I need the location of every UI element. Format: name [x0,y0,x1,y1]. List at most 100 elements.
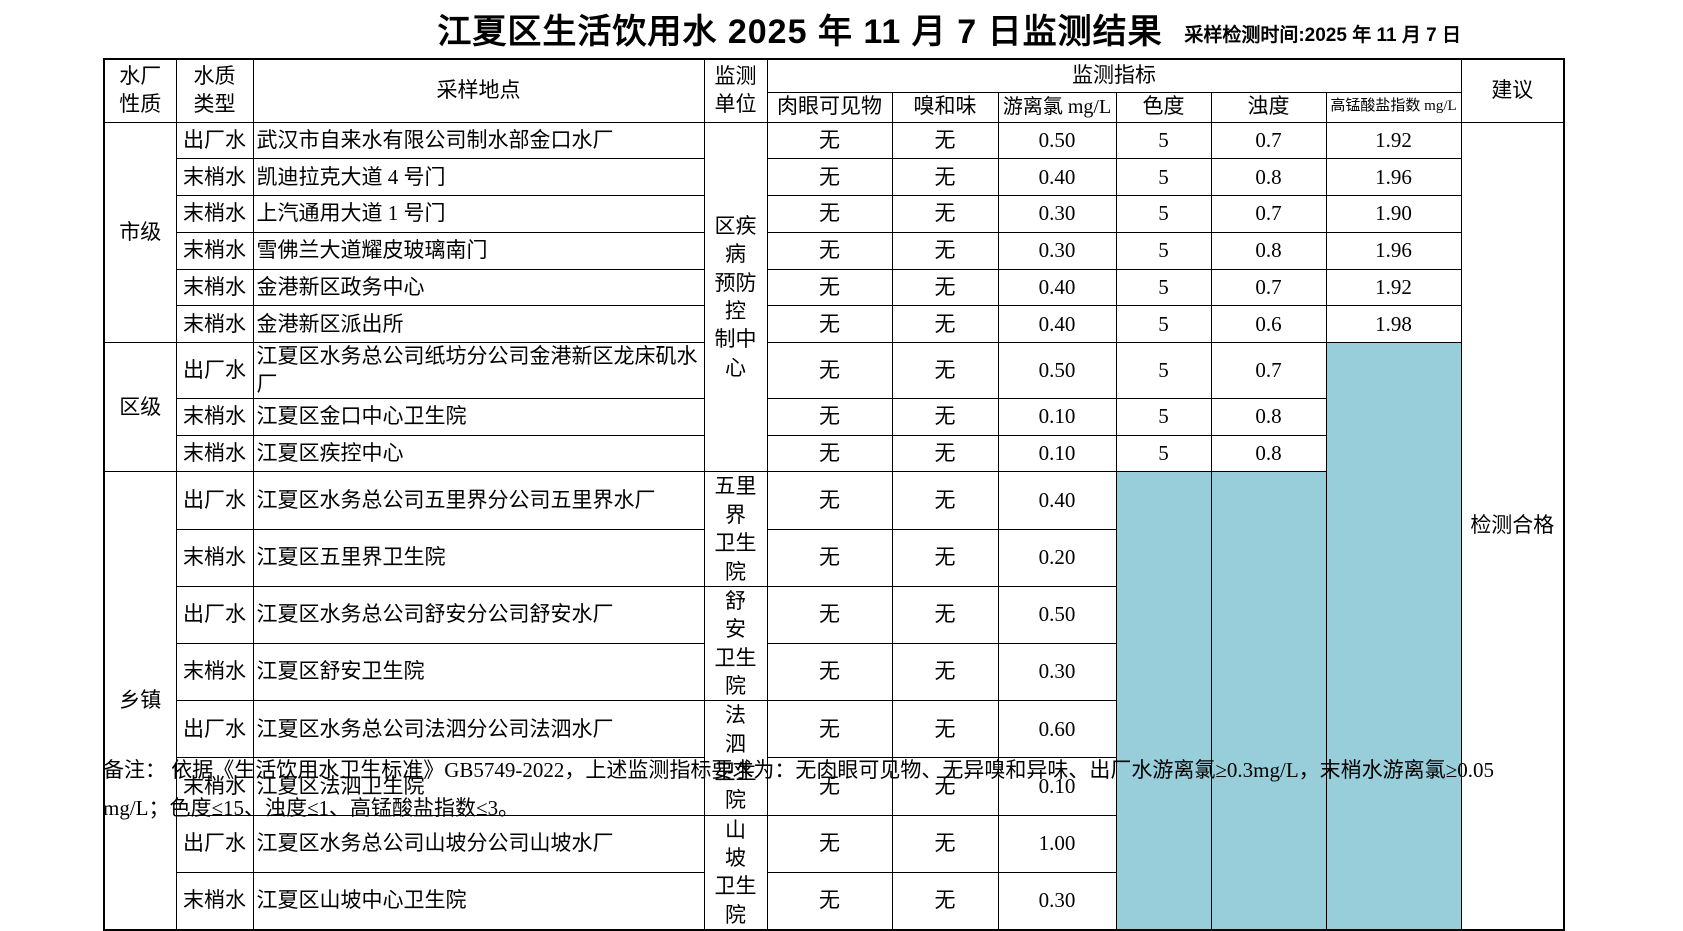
odor-cell: 无 [891,528,999,587]
chlorine-cell: 0.10 [997,434,1117,473]
sampling-location-cell: 上汽通用大道 1 号门 [252,195,705,233]
sampling-location-cell: 江夏区水务总公司纸坊分公司金港新区龙床矶水厂 [252,342,705,399]
water-type-cell: 出厂水 [175,585,254,645]
turbidity-cell: 0.8 [1210,434,1327,473]
sampling-location-cell: 江夏区疾控中心 [252,434,705,473]
water-type-cell: 末梢水 [175,528,254,587]
chroma-cell: 5 [1115,305,1212,344]
chroma-cell: 5 [1115,434,1212,473]
chroma-cell: 5 [1115,231,1212,270]
turbidity-cell: 0.7 [1210,195,1327,233]
sampling-location-cell: 江夏区水务总公司舒安分公司舒安水厂 [252,585,705,645]
monitor-unit-cell: 五里界 卫生院 [703,471,768,587]
sampling-location-cell: 江夏区舒安卫生院 [252,643,705,702]
chlorine-cell: 0.40 [997,268,1117,307]
sampling-location-cell: 雪佛兰大道耀皮玻璃南门 [252,231,705,270]
permanganate-cell: 1.90 [1325,195,1462,233]
highlight-cell-permanganate [1325,342,1462,931]
table-row: 末梢水 上汽通用大道 1 号门 无 无 0.30 5 0.7 1.90 [104,195,1564,233]
header-plant-nature: 水厂 性质 [103,58,177,123]
chlorine-cell: 0.20 [997,528,1117,587]
chlorine-cell: 0.10 [997,397,1117,436]
chlorine-cell: 0.30 [997,231,1117,270]
sampling-location-cell: 金港新区派出所 [252,305,705,344]
water-type-cell: 末梢水 [175,231,254,270]
header-indicators: 监测指标 [766,58,1462,93]
turbidity-cell: 0.7 [1210,268,1327,307]
visible-matter-cell: 无 [766,195,893,233]
water-type-cell: 末梢水 [175,195,254,233]
chlorine-cell: 0.50 [997,121,1117,160]
table-row: 末梢水 金港新区派出所 无 无 0.40 5 0.6 1.98 [104,305,1564,344]
odor-cell: 无 [891,397,999,436]
odor-cell: 无 [891,434,999,473]
remark-line-2: mg/L；色度≤15、浊度≤1、高锰酸盐指数≤3。 [103,796,520,820]
header-chroma: 色度 [1115,91,1212,123]
header-odor: 嗅和味 [891,91,999,123]
monitor-unit-cell: 山 坡 卫生院 [703,814,768,931]
turbidity-cell: 0.8 [1210,158,1327,197]
header-location: 采样地点 [252,58,705,123]
sampling-time-label: 采样检测时间:2025 年 11 月 7 日 [1184,25,1461,46]
odor-cell: 无 [891,268,999,307]
monitoring-table: 水厂 性质 水质 类型 采样地点 监测 单位 监测指标 建议 肉眼可见物 嗅和味… [103,58,1566,931]
permanganate-cell: 1.98 [1325,305,1462,344]
table-row: 末梢水 雪佛兰大道耀皮玻璃南门 无 无 0.30 5 0.8 1.96 [104,231,1564,270]
turbidity-cell: 0.6 [1210,305,1327,344]
visible-matter-cell: 无 [766,121,893,160]
odor-cell: 无 [891,195,999,233]
monitor-unit-cell: 区疾病 预防控 制中心 [703,121,768,473]
suggestion-cell: 检测合格 [1460,121,1565,931]
odor-cell: 无 [891,158,999,197]
water-type-cell: 出厂水 [175,700,254,759]
chlorine-cell: 0.30 [997,195,1117,233]
odor-cell: 无 [891,121,999,160]
sampling-location-cell: 金港新区政务中心 [252,268,705,307]
sampling-location-cell: 江夏区金口中心卫生院 [252,397,705,436]
header-unit: 监测 单位 [703,58,768,123]
page-title: 江夏区生活饮用水 2025 年 11 月 7 日监测结果 [437,13,1163,51]
sampling-location-cell: 武汉市自来水有限公司制水部金口水厂 [252,121,705,160]
chlorine-cell: 0.40 [997,471,1117,530]
sampling-location-cell: 江夏区水务总公司五里界分公司五里界水厂 [252,471,705,530]
chroma-cell: 5 [1115,158,1212,197]
odor-cell: 无 [891,585,999,645]
sampling-location-cell: 江夏区水务总公司法泗分公司法泗水厂 [252,700,705,759]
table-row: 出厂水 江夏区水务总公司法泗分公司法泗水厂 法 泗 卫生院 无 无 0.60 [104,700,1564,816]
visible-matter-cell: 无 [766,342,893,399]
water-type-cell: 末梢水 [175,643,254,702]
permanganate-cell: 1.92 [1325,268,1462,307]
water-type-cell: 末梢水 [175,397,254,436]
remark-line-1: 备注： 依据《生活饮用水卫生标准》GB5749-2022，上述监测指标要求为：无… [103,758,1494,782]
turbidity-cell: 0.7 [1210,121,1327,160]
sampling-location-cell: 江夏区山坡中心卫生院 [252,872,705,931]
visible-matter-cell: 无 [766,158,893,197]
turbidity-cell: 0.8 [1210,397,1327,436]
header-chlorine: 游离氯 mg/L [997,91,1117,123]
chlorine-cell: 0.40 [997,158,1117,197]
water-type-cell: 末梢水 [175,268,254,307]
chlorine-cell: 0.10 [997,757,1117,816]
visible-matter-cell: 无 [766,305,893,344]
water-type-cell: 末梢水 [175,434,254,473]
monitor-unit-cell: 法 泗 卫生院 [703,700,768,816]
group-township: 乡镇 [103,471,177,931]
chroma-cell: 5 [1115,397,1212,436]
monitor-unit-cell: 舒 安 卫生院 [703,585,768,702]
visible-matter-cell: 无 [766,397,893,436]
header-permanganate: 高锰酸盐指数 mg/L [1325,91,1462,123]
table-row: 末梢水 金港新区政务中心 无 无 0.40 5 0.7 1.92 [104,268,1564,307]
chroma-cell: 5 [1115,121,1212,160]
table-row: 区级 出厂水 江夏区水务总公司纸坊分公司金港新区龙床矶水厂 无 无 0.50 5… [103,342,1564,931]
header-water-type: 水质 类型 [175,58,254,123]
chlorine-cell: 0.60 [997,700,1117,759]
visible-matter-cell: 无 [766,231,893,270]
visible-matter-cell: 无 [766,872,893,931]
visible-matter-cell: 无 [766,268,893,307]
water-type-cell: 出厂水 [175,121,254,160]
sampling-location-cell: 凯迪拉克大道 4 号门 [252,158,705,197]
chlorine-cell: 0.30 [997,643,1117,702]
water-type-cell: 出厂水 [175,342,254,399]
group-city: 市级 [103,121,177,344]
table-row: 末梢水 江夏区金口中心卫生院 无 无 0.10 5 0.8 [104,397,1564,436]
